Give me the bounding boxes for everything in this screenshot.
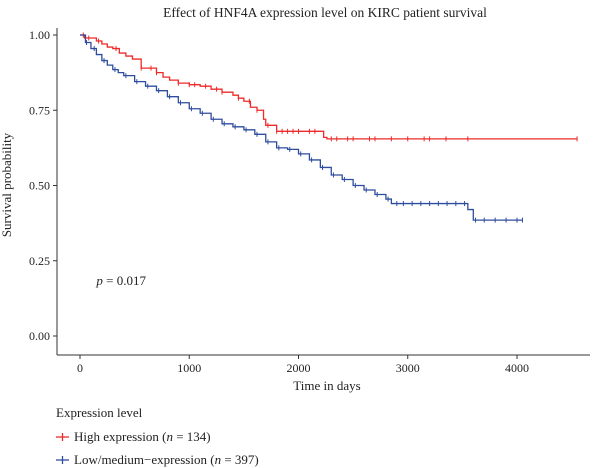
p-value-text: = 0.017 — [103, 273, 147, 288]
legend-title: Expression level — [56, 405, 143, 420]
legend-label-high: High expression (n = 134) — [74, 429, 211, 444]
y-tick-label: 1.00 — [29, 28, 50, 42]
survival-curve-low — [80, 34, 523, 221]
x-tick-label: 0 — [77, 361, 83, 375]
legend-label-low-n: n — [215, 452, 222, 467]
survival-curve-high — [80, 34, 578, 140]
legend-label-low: Low/medium−expression (n = 397) — [74, 452, 259, 467]
legend: Expression level High expression (n = 13… — [56, 405, 259, 467]
chart-title: Effect of HNF4A expression level on KIRC… — [163, 5, 487, 20]
x-tick-label: 3000 — [396, 361, 420, 375]
x-tick-label: 1000 — [177, 361, 201, 375]
legend-entry-low: Low/medium−expression (n = 397) — [56, 452, 259, 467]
y-axis: 0.00 0.25 0.50 0.75 1.00 — [29, 28, 58, 355]
y-axis-title: Survival probability — [0, 132, 14, 237]
plot-area — [80, 32, 578, 223]
legend-label-low-suffix: = 397) — [221, 452, 259, 467]
x-axis-title: Time in days — [293, 378, 360, 393]
x-tick-label: 2000 — [287, 361, 311, 375]
y-tick-label: 0.50 — [29, 179, 50, 193]
p-value-symbol: p — [95, 273, 103, 288]
legend-label-low-prefix: Low/medium−expression ( — [74, 452, 215, 467]
legend-label-high-suffix: = 134) — [173, 429, 211, 444]
legend-label-high-n: n — [166, 429, 173, 444]
legend-entry-high: High expression (n = 134) — [56, 429, 211, 444]
y-tick-label: 0.75 — [29, 103, 50, 117]
y-tick-label: 0.00 — [29, 329, 50, 343]
x-tick-label: 4000 — [505, 361, 529, 375]
legend-label-high-prefix: High expression ( — [74, 429, 166, 444]
x-axis: 0 1000 2000 3000 4000 — [57, 354, 590, 375]
y-tick-label: 0.25 — [29, 254, 50, 268]
series-layer — [80, 32, 578, 223]
p-value-annotation: p = 0.017 — [95, 273, 146, 288]
